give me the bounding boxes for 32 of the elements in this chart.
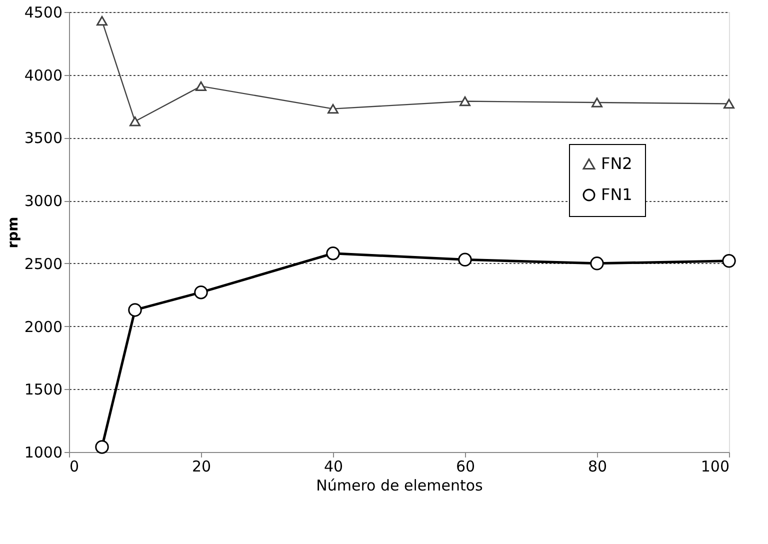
y-tick-label: 2000 bbox=[24, 318, 62, 336]
x-tick-label: 100 bbox=[700, 458, 730, 476]
y-tick-label: 1000 bbox=[24, 444, 62, 462]
point bbox=[128, 303, 142, 317]
y-tick-label: 3000 bbox=[24, 192, 62, 210]
x-tick-label: 80 bbox=[588, 458, 608, 476]
point bbox=[196, 81, 206, 92]
point bbox=[194, 285, 208, 300]
y-tick-label: 3500 bbox=[24, 129, 62, 148]
point bbox=[460, 96, 470, 106]
point bbox=[590, 256, 604, 270]
legend-label: FN2 bbox=[601, 154, 632, 173]
point bbox=[328, 104, 338, 114]
x-axis-title: Número de elementos bbox=[316, 476, 484, 494]
point bbox=[130, 116, 140, 126]
x-tick-label: 0 bbox=[70, 458, 80, 476]
x-tick-label: 60 bbox=[456, 458, 476, 476]
point bbox=[724, 98, 734, 109]
y-axis-title: rpm bbox=[5, 216, 22, 248]
x-tick-label: 40 bbox=[324, 458, 344, 476]
y-tick-label: 4500 bbox=[24, 4, 62, 22]
x-tick-label: 20 bbox=[192, 458, 212, 476]
y-tick-label: 2500 bbox=[24, 254, 62, 273]
point bbox=[722, 254, 736, 268]
point bbox=[592, 98, 602, 108]
y-tick-label: 1500 bbox=[24, 380, 62, 399]
legend-label: FN1 bbox=[601, 185, 632, 204]
y-tick-label: 4000 bbox=[24, 66, 62, 84]
point bbox=[326, 246, 340, 260]
point bbox=[96, 16, 108, 26]
point bbox=[95, 440, 109, 454]
point bbox=[458, 252, 472, 267]
